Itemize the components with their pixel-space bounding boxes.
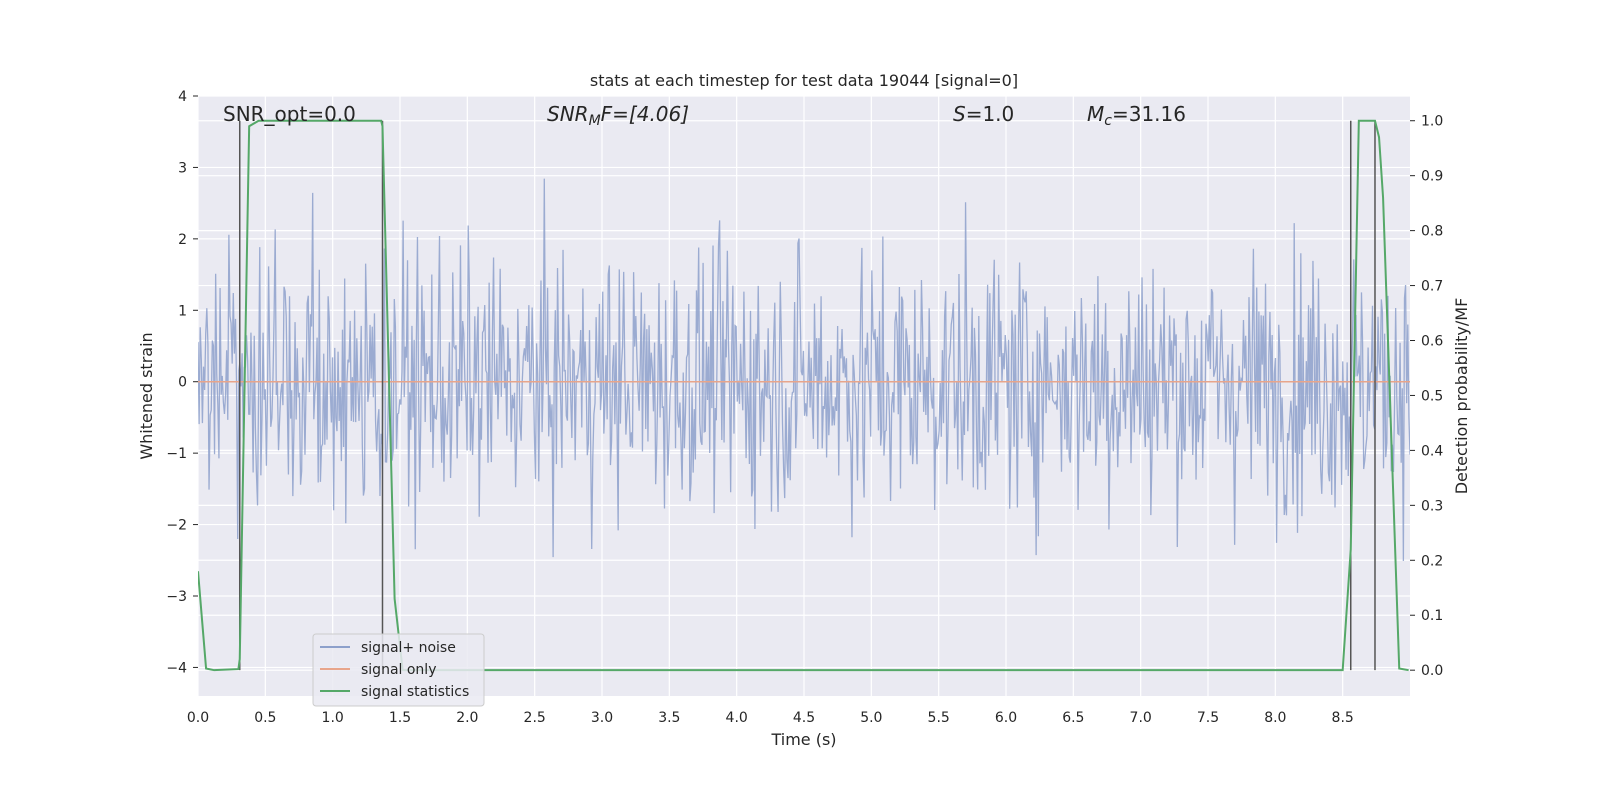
annotation-snr-mf-value: F=[4.06] [601, 102, 689, 126]
y-tick-label: −3 [166, 589, 187, 605]
y-tick-label: −1 [166, 446, 187, 462]
y2-tick-label: 0.5 [1421, 388, 1443, 404]
x-tick-label: 1.5 [389, 710, 411, 726]
y2-tick-label: 0.1 [1421, 608, 1443, 624]
legend-label-signal-noise: signal+ noise [361, 640, 456, 656]
y-tick-label: 1 [178, 303, 187, 319]
y-tick-label: −2 [166, 518, 187, 534]
y2-tick-label: 0.3 [1421, 498, 1443, 514]
x-tick-label: 3.0 [591, 710, 613, 726]
x-tick-label: 0.0 [187, 710, 209, 726]
annotation-snr-opt: SNR_opt=0.0 [223, 102, 356, 126]
y2-tick-label: 0.6 [1421, 334, 1443, 350]
y-tick-label: 2 [178, 232, 187, 248]
series-line-signal-statistics [198, 119, 1409, 672]
x-tick-label: 4.0 [726, 710, 748, 726]
y2-tick-label: 0.9 [1421, 169, 1443, 185]
annotation-snr-mf-symbol: SNR [547, 102, 589, 126]
legend: signal+ noise signal only signal statist… [312, 633, 485, 707]
x-tick-label: 6.5 [1062, 710, 1084, 726]
x-tick-label: 3.5 [658, 710, 680, 726]
annotation-mc-symbol: M [1087, 102, 1104, 126]
x-axis-label: Time (s) [770, 730, 836, 749]
legend-label-signal-only: signal only [361, 662, 436, 678]
x-tick-label: 6.0 [995, 710, 1017, 726]
annotation-mc: Mc=31.16 [1087, 102, 1186, 129]
annotation-snr-mf-subscript: M [589, 113, 601, 129]
annotation-s: S=1.0 [953, 102, 1014, 126]
annotation-snr-mf: SNRMF=[4.06] [547, 102, 689, 129]
legend-label-signal-statistics: signal statistics [361, 684, 469, 700]
y2-ticks: 1.0 0.9 0.8 0.7 0.6 0.5 0.4 0.3 0.2 0.1 0.0 [1410, 114, 1443, 679]
x-tick-label: 8.0 [1264, 710, 1286, 726]
y2-tick-label: 0.7 [1421, 279, 1443, 295]
y2-axis-label: Detection probability/MF [1452, 298, 1471, 495]
vertical-markers [238, 120, 1376, 671]
annotation-mc-value: =31.16 [1112, 102, 1186, 126]
chart-title: stats at each timestep for test data 190… [590, 71, 1018, 90]
x-tick-label: 7.0 [1130, 710, 1152, 726]
annotation-s-value: =1.0 [966, 102, 1015, 126]
x-tick-label: 2.5 [524, 710, 546, 726]
x-tick-label: 1.0 [322, 710, 344, 726]
y-tick-label: 3 [178, 160, 187, 176]
y-tick-label: −4 [166, 660, 187, 676]
series-signal-noise [198, 178, 1410, 561]
y-tick-label: 0 [178, 375, 187, 391]
y2-tick-label: 0.2 [1421, 553, 1443, 569]
y-tick-label: 4 [178, 89, 187, 105]
x-tick-label: 5.0 [860, 710, 882, 726]
y2-tick-label: 0.4 [1421, 443, 1443, 459]
x-tick-label: 2.0 [456, 710, 478, 726]
series-line-signal-noise [198, 178, 1410, 561]
y2-tick-label: 0.0 [1421, 663, 1443, 679]
y2-tick-label: 1.0 [1421, 114, 1443, 130]
y2-tick-label: 0.8 [1421, 224, 1443, 240]
x-tick-label: 4.5 [793, 710, 815, 726]
annotation-s-symbol: S [953, 102, 966, 126]
x-tick-label: 5.5 [928, 710, 950, 726]
legend-box [312, 633, 485, 707]
x-tick-label: 7.5 [1197, 710, 1219, 726]
y-ticks: 4 3 2 1 0 −1 −2 −3 −4 [166, 89, 198, 676]
y-axis-label: Whitened strain [137, 332, 156, 459]
series-signal-statistics [198, 119, 1409, 672]
annotation-mc-subscript: c [1104, 113, 1112, 129]
x-tick-label: 8.5 [1332, 710, 1354, 726]
x-tick-label: 0.5 [254, 710, 276, 726]
x-ticks: 0.0 0.5 1.0 1.5 2.0 2.5 3.0 3.5 4.0 4.5 5.0 5.5 6.0 6… [187, 710, 1354, 726]
